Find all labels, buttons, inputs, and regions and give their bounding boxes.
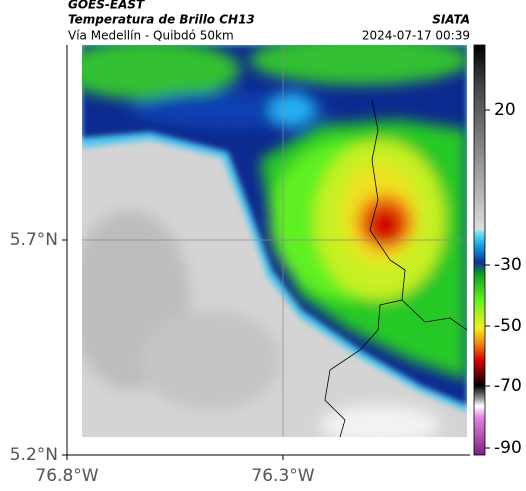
subtitle: Temperatura de Brillo CH13 — [68, 13, 255, 27]
colorbar — [473, 44, 486, 456]
region: Vía Medellín - Quibdó 50km — [68, 29, 234, 43]
colorbar-label: -90 — [494, 438, 522, 458]
lat-label: 5.2°N — [10, 445, 58, 465]
lon-label: 76.8°W — [35, 466, 98, 486]
timestamp: 2024-07-17 00:39 — [362, 29, 470, 43]
title: GOES-EAST — [68, 0, 145, 12]
colorbar-label: -50 — [494, 316, 522, 336]
colorbar-label: 20 — [494, 100, 516, 120]
lon-label: 76.3°W — [251, 466, 314, 486]
source: SIATA — [432, 13, 470, 27]
colorbar-label: -70 — [494, 376, 522, 396]
lat-label: 5.7°N — [10, 230, 58, 250]
colorbar-label: -30 — [494, 255, 522, 275]
brightness-field — [82, 45, 467, 437]
